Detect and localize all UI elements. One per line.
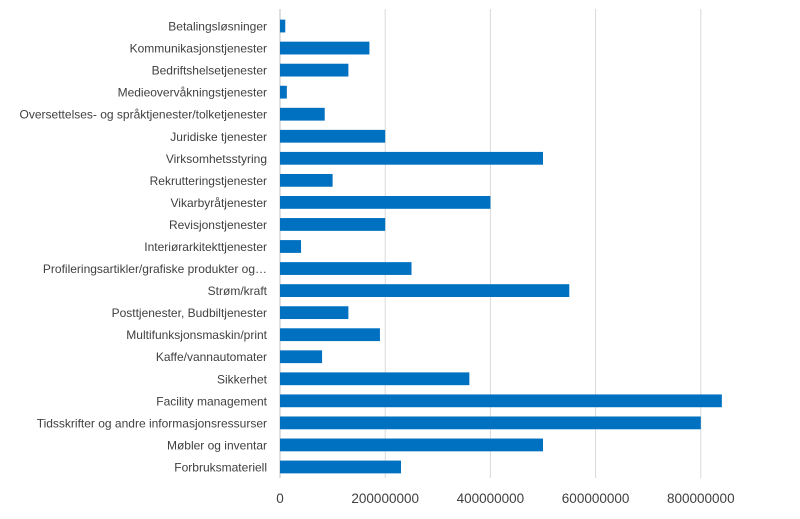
- x-tick-label: 200000000: [351, 491, 419, 506]
- category-label: Medieovervåkningstjenester: [118, 86, 267, 100]
- grid-lines: [279, 9, 702, 478]
- category-label: Kommunikasjonstjenester: [130, 42, 267, 56]
- bar: [280, 438, 543, 452]
- bar: [280, 284, 570, 297]
- category-label: Juridiske tjenester: [170, 130, 267, 144]
- bar: [280, 85, 287, 99]
- x-tick-label: 0: [276, 491, 284, 506]
- category-label: Tidsskrifter og andre informasjonsressur…: [37, 416, 267, 430]
- category-label: Betalingsløsninger: [168, 20, 267, 34]
- bar: [280, 350, 323, 364]
- bar: [280, 196, 491, 209]
- bar: [280, 416, 701, 430]
- category-label: Revisjonstjenester: [169, 218, 267, 232]
- bar: [280, 306, 349, 320]
- category-label: Profileringsartikler/grafiske produkter …: [43, 262, 267, 276]
- category-label: Sikkerhet: [217, 372, 268, 386]
- category-label: Kaffe/vannautomater: [156, 350, 267, 364]
- category-label: Interiørarkitekttjenester: [144, 240, 267, 254]
- bar: [280, 63, 349, 77]
- bar: [280, 129, 386, 143]
- category-label: Vikarbyråtjenester: [171, 196, 268, 210]
- category-label: Posttjenester, Budbiltjenester: [112, 306, 267, 320]
- bar: [280, 151, 543, 165]
- category-label: Møbler og inventar: [167, 438, 267, 452]
- category-label: Multifunksjonsmaskin/print: [126, 328, 267, 342]
- x-tick-label: 600000000: [562, 491, 630, 506]
- bar: [280, 240, 302, 253]
- category-label: Bedriftshelsetjenester: [152, 64, 267, 78]
- category-label: Forbruksmateriell: [174, 460, 267, 474]
- category-label: Oversettelses- og språktjenester/tolketj…: [20, 108, 267, 122]
- category-label: Virksomhetsstyring: [166, 152, 267, 166]
- category-label: Strøm/kraft: [208, 284, 268, 298]
- bar: [280, 328, 380, 342]
- bar: [280, 19, 286, 33]
- category-labels: Betalingsløsninger Kommunikasjonstjeneste…: [20, 20, 268, 475]
- bar: [280, 218, 386, 231]
- bar: [280, 394, 722, 408]
- bar: [280, 41, 370, 55]
- bar: [280, 262, 412, 275]
- bar: [280, 173, 333, 187]
- x-tick-label: 400000000: [457, 491, 525, 506]
- bar: [280, 107, 325, 121]
- bar: [280, 372, 470, 386]
- category-label: Facility management: [156, 394, 267, 408]
- x-tick-labels: 0 200000000 400000000 600000000 800000000: [276, 491, 734, 506]
- x-tick-label: 800000000: [667, 491, 735, 506]
- bars: [280, 19, 722, 474]
- bar: [280, 460, 401, 474]
- category-label: Rekrutteringstjenester: [150, 174, 267, 188]
